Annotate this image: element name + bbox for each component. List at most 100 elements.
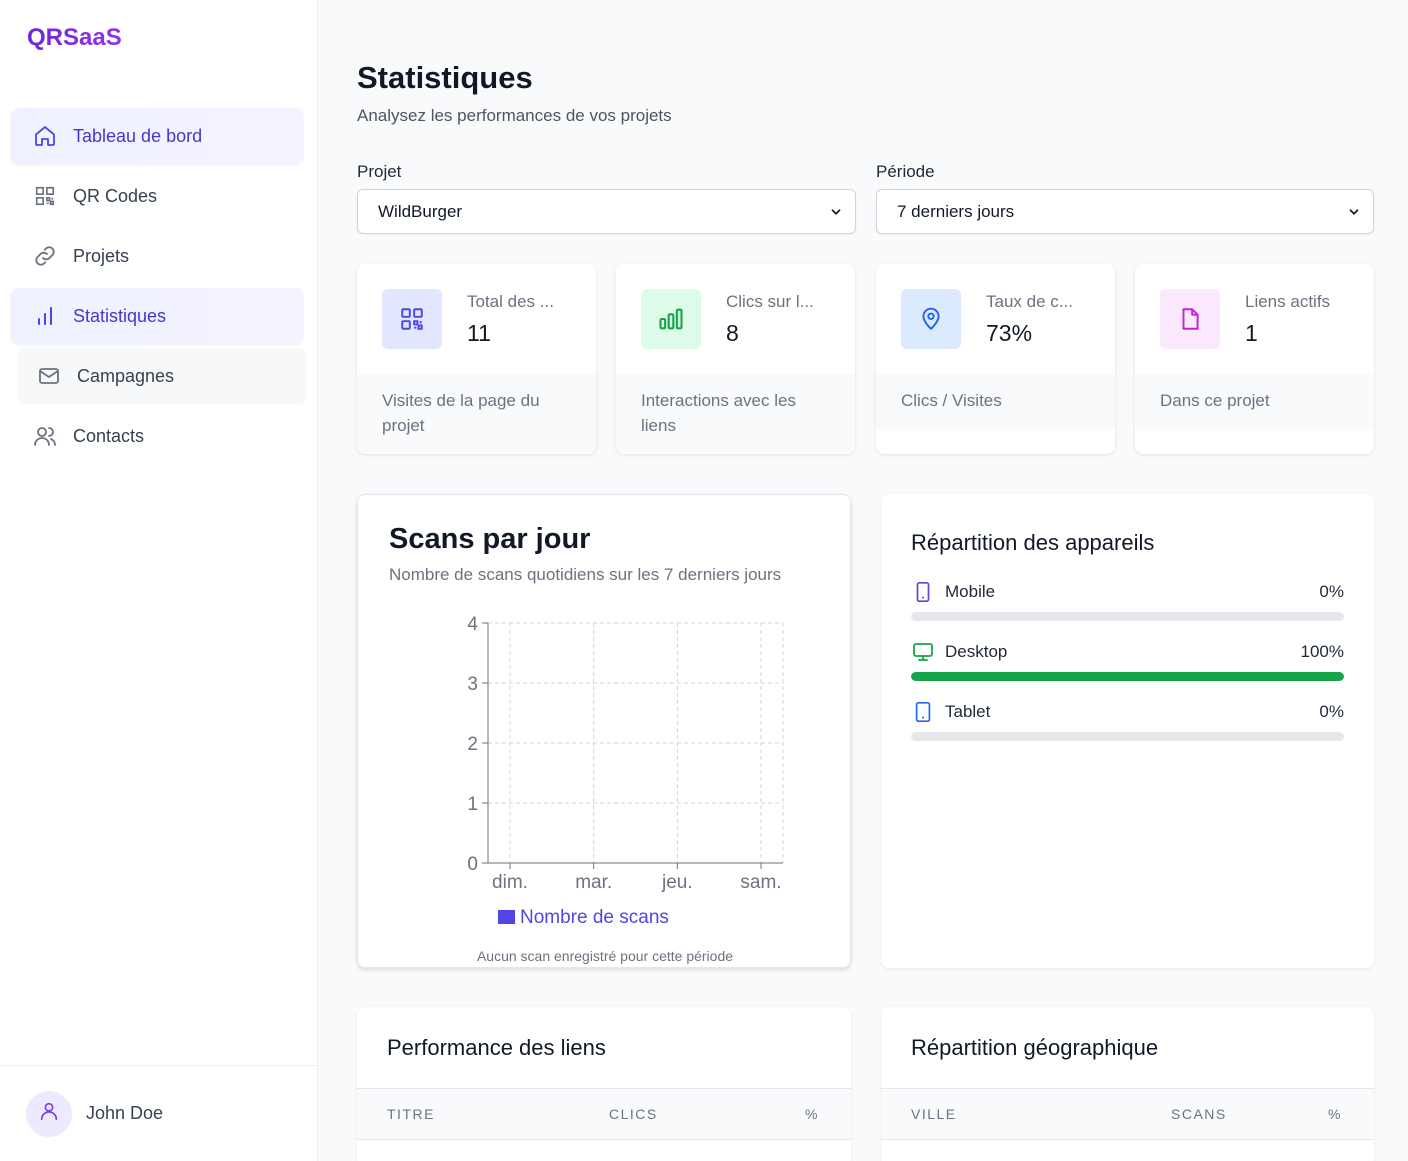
column-header[interactable]: % <box>1328 1106 1342 1122</box>
sidebar-item-label: Statistiques <box>73 305 167 326</box>
links-table-title: Performance des liens <box>387 1035 606 1060</box>
qr-code-icon <box>33 184 57 208</box>
kpi-card-link-clicks: Clics sur l... 8 Interactions avec les l… <box>616 264 855 454</box>
kpi-card-total-visits: Total des ... 11 Visites de la page du p… <box>357 264 596 454</box>
sidebar-item-label: Campagnes <box>77 365 175 386</box>
device-row-mobile: Mobile 0% <box>911 580 1344 621</box>
kpi-description: Visites de la page du projet <box>357 374 596 452</box>
sidebar-item-label: QR Codes <box>73 185 158 206</box>
scans-per-day-card: Scans par jour Nombre de scans quotidien… <box>357 494 851 968</box>
kpi-description: Interactions avec les liens <box>616 374 855 452</box>
device-name: Mobile <box>945 582 996 601</box>
file-icon <box>1160 289 1220 349</box>
bar-chart-icon <box>641 289 701 349</box>
device-row-tablet: Tablet 0% <box>911 700 1344 741</box>
project-label: Projet <box>357 162 402 181</box>
y-tick-label: 4 <box>467 614 478 635</box>
sidebar: QRSaaS Tableau de bord QR Codes Projets … <box>0 0 318 1161</box>
kpi-card-active-links: Liens actifs 1 Dans ce projet <box>1135 264 1374 454</box>
kpi-value: 73% <box>986 320 1033 346</box>
legend-label: Nombre de scans <box>520 907 669 928</box>
x-tick-label: jeu. <box>661 872 693 893</box>
device-percent: 0% <box>1319 702 1344 721</box>
x-tick-label: sam. <box>740 872 781 893</box>
device-row-desktop: Desktop 100% <box>911 640 1344 681</box>
column-header[interactable]: % <box>805 1106 819 1122</box>
geo-distribution-card: Répartition géographique VILLE SCANS % <box>881 1007 1374 1161</box>
column-header[interactable]: SCANS <box>1171 1106 1227 1122</box>
project-select[interactable]: WildBurger <box>357 189 856 234</box>
scans-chart: 0 1 2 3 4 dim. mar. jeu. sam. Nombre de scans <box>467 614 784 928</box>
kpi-label: Liens actifs <box>1245 292 1331 311</box>
column-header[interactable]: TITRE <box>387 1106 435 1122</box>
links-table-header: TITRE CLICS % <box>357 1088 851 1140</box>
chevron-down-icon <box>1347 204 1361 224</box>
chart-empty-message: Aucun scan enregistré pour cette période <box>476 948 734 964</box>
mail-icon <box>37 364 61 388</box>
sidebar-nav: Tableau de bord QR Codes Projets Statist… <box>11 108 307 468</box>
device-name: Tablet <box>945 702 991 721</box>
tablet-icon <box>911 700 935 724</box>
y-tick-label: 1 <box>467 794 478 815</box>
qr-code-icon <box>382 289 442 349</box>
brand-logo[interactable]: QRSaaS <box>27 24 122 51</box>
map-pin-icon <box>901 289 961 349</box>
links-performance-card: Performance des liens TITRE CLICS % <box>357 1007 851 1161</box>
column-header[interactable]: CLICS <box>609 1106 658 1122</box>
sidebar-item-label: Projets <box>73 245 130 266</box>
users-icon <box>33 424 57 448</box>
sidebar-item-dashboard[interactable]: Tableau de bord <box>11 108 303 164</box>
geo-table-header: VILLE SCANS % <box>881 1088 1374 1140</box>
monitor-icon <box>911 640 935 664</box>
home-icon <box>33 124 57 148</box>
page-title: Statistiques <box>357 60 533 95</box>
period-select-value: 7 derniers jours <box>897 201 1015 221</box>
smartphone-icon <box>911 580 935 604</box>
sidebar-item-contacts[interactable]: Contacts <box>11 408 303 464</box>
sidebar-item-projects[interactable]: Projets <box>11 228 303 284</box>
user-icon <box>38 1100 60 1127</box>
kpi-description: Clics / Visites <box>876 374 1115 429</box>
user-profile[interactable]: John Doe <box>0 1065 318 1161</box>
chevron-down-icon <box>829 204 843 224</box>
kpi-label: Total des ... <box>467 292 554 311</box>
y-tick-label: 3 <box>467 674 478 695</box>
device-progress-bar <box>911 732 1344 741</box>
legend-swatch <box>498 910 515 924</box>
device-progress-fill <box>911 672 1344 681</box>
page-subtitle: Analysez les performances de vos projets <box>357 106 672 125</box>
link-icon <box>33 244 57 268</box>
bar-chart-icon <box>33 304 57 328</box>
kpi-card-click-rate: Taux de c... 73% Clics / Visites <box>876 264 1115 454</box>
device-percent: 0% <box>1319 582 1344 601</box>
device-progress-bar <box>911 672 1344 681</box>
x-tick-label: mar. <box>575 872 612 893</box>
kpi-label: Clics sur l... <box>726 292 814 311</box>
sidebar-item-label: Contacts <box>73 425 145 446</box>
kpi-value: 8 <box>726 320 739 346</box>
device-progress-bar <box>911 612 1344 621</box>
user-name: John Doe <box>86 1103 164 1123</box>
devices-card: Répartition des appareils Mobile 0% Desk… <box>881 494 1374 968</box>
y-tick-label: 2 <box>467 734 478 755</box>
column-header[interactable]: VILLE <box>911 1106 957 1122</box>
period-select[interactable]: 7 derniers jours <box>876 189 1374 234</box>
devices-title: Répartition des appareils <box>911 530 1155 555</box>
kpi-description: Dans ce projet <box>1135 374 1374 429</box>
device-percent: 100% <box>1300 642 1344 661</box>
kpi-label: Taux de c... <box>986 292 1073 311</box>
sidebar-item-label: Tableau de bord <box>73 125 203 146</box>
avatar[interactable] <box>26 1090 72 1137</box>
x-tick-label: dim. <box>492 872 528 893</box>
period-label: Période <box>876 162 935 181</box>
device-name: Desktop <box>945 642 1008 661</box>
kpi-value: 1 <box>1245 320 1258 346</box>
project-select-value: WildBurger <box>378 201 463 221</box>
kpi-value: 11 <box>467 320 491 346</box>
chart-title: Scans par jour <box>389 523 591 555</box>
y-tick-label: 0 <box>467 854 478 875</box>
sidebar-item-statistics[interactable]: Statistiques <box>11 288 303 344</box>
sidebar-item-campaigns[interactable]: Campagnes <box>17 348 307 404</box>
chart-subtitle: Nombre de scans quotidiens sur les 7 der… <box>389 565 782 584</box>
sidebar-item-qr-codes[interactable]: QR Codes <box>11 168 303 224</box>
